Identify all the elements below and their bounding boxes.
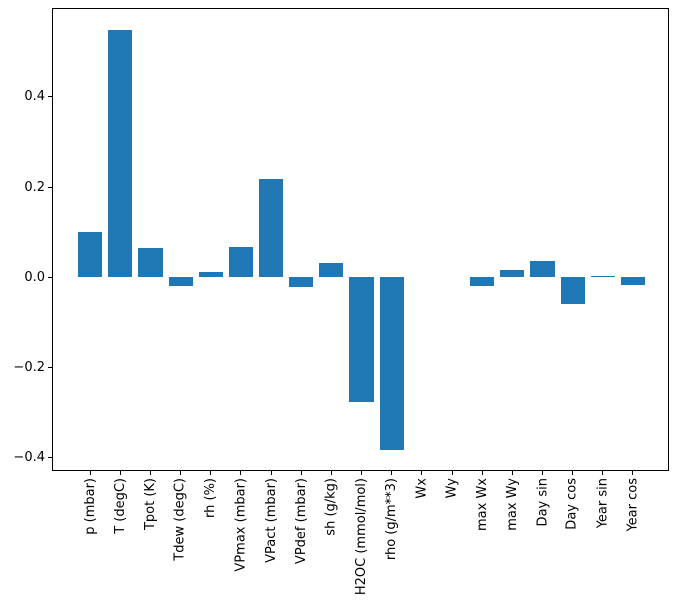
y-tick-label: 0.0	[24, 269, 45, 285]
x-tick-label: max Wy	[504, 477, 520, 531]
x-tick-label: Tpot (K)	[143, 477, 158, 530]
y-tick-label: 0.4	[24, 89, 45, 105]
x-tick-label: T (degC)	[112, 477, 128, 534]
x-tick-label: p (mbar)	[82, 477, 98, 535]
y-axis-tick	[48, 96, 52, 98]
bar	[620, 277, 645, 285]
x-axis-tick	[210, 471, 212, 475]
x-tick-label: H2OC (mmol/mol)	[354, 477, 370, 595]
x-axis-tick	[511, 471, 513, 475]
x-tick-label: Tdew (degC)	[173, 477, 189, 561]
x-axis-tick	[391, 471, 393, 475]
x-tick-label: Day sin	[534, 477, 550, 526]
bar	[530, 261, 555, 278]
bar	[259, 179, 284, 278]
y-tick-label: −0.2	[13, 360, 45, 376]
x-tick-label: VPact (mbar)	[263, 477, 279, 563]
bar	[319, 263, 344, 278]
x-axis-tick	[451, 471, 453, 475]
x-axis-tick	[632, 471, 634, 475]
y-axis-tick	[48, 186, 52, 188]
x-axis-tick	[330, 471, 332, 475]
bar	[108, 29, 133, 278]
y-tick-label: −0.4	[13, 450, 45, 466]
x-tick-label: Year sin	[595, 477, 611, 528]
x-axis-tick	[421, 471, 423, 475]
bar	[470, 277, 495, 286]
bar	[228, 246, 254, 278]
x-tick-label: VPdef (mbar)	[293, 477, 309, 564]
x-axis-tick	[119, 471, 121, 475]
x-axis-tick	[240, 471, 242, 475]
bar	[198, 272, 223, 278]
x-axis-tick	[481, 471, 483, 475]
y-axis-tick	[48, 457, 52, 459]
bar	[590, 276, 615, 278]
bar	[78, 232, 103, 278]
bar	[560, 277, 585, 305]
y-axis-tick	[48, 367, 52, 369]
bar	[138, 248, 163, 278]
x-tick-label: VPmax (mbar)	[233, 477, 249, 572]
bar	[379, 277, 404, 450]
bar	[168, 277, 193, 287]
x-tick-label: Day cos	[565, 477, 581, 530]
bar	[500, 269, 525, 278]
x-axis-tick	[572, 471, 574, 475]
x-tick-label: Wy	[444, 477, 460, 498]
x-axis-tick	[300, 471, 302, 475]
x-tick-label: rh (%)	[203, 477, 219, 518]
bar	[349, 277, 374, 402]
x-tick-label: max Wx	[474, 477, 490, 531]
x-axis-tick	[361, 471, 363, 475]
x-tick-label: Year cos	[625, 477, 641, 532]
bar	[289, 277, 314, 288]
x-axis-tick	[89, 471, 91, 475]
x-axis-tick	[180, 471, 182, 475]
y-tick-label: 0.2	[24, 179, 45, 195]
x-axis-tick	[602, 471, 604, 475]
x-axis-tick	[541, 471, 543, 475]
x-axis-tick	[270, 471, 272, 475]
x-tick-label: sh (g/kg)	[323, 477, 339, 536]
x-tick-label: Wx	[414, 477, 430, 499]
x-axis-tick	[150, 471, 151, 475]
x-tick-label: rho (g/m**3)	[384, 477, 400, 560]
y-axis-tick	[48, 276, 52, 278]
